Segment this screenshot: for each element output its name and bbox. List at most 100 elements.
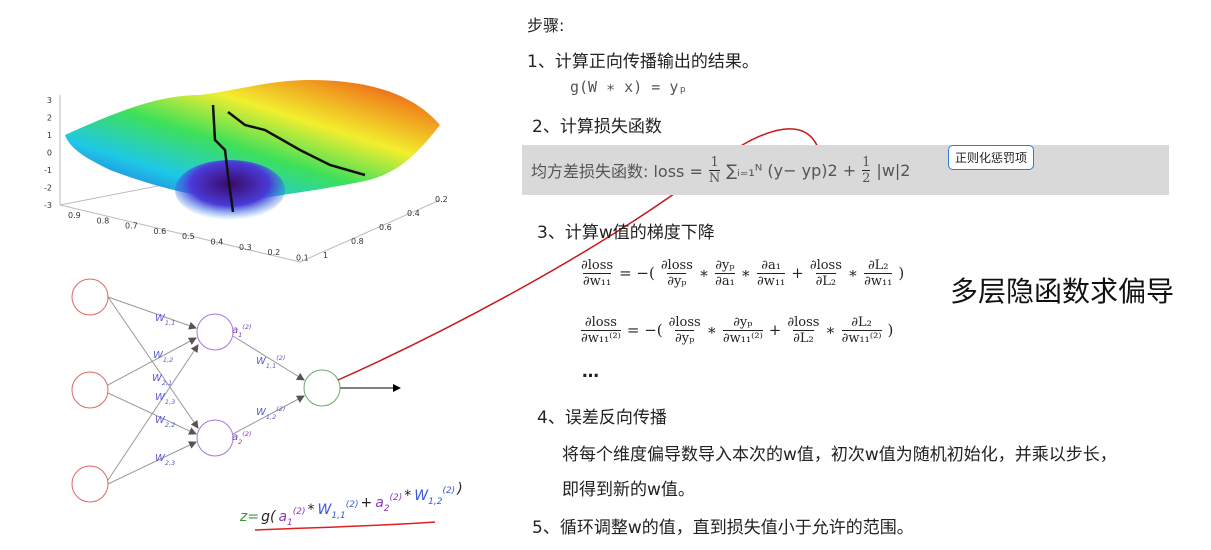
math-text: ) — [887, 320, 894, 339]
label-sup: (2) — [242, 323, 251, 331]
label-base: W — [152, 373, 163, 384]
label-base: a — [232, 325, 238, 336]
equation: ∂loss ∂w₁₁ = −(∂loss ∂yₚ ∗ ∂yₚ ∂a₁ ∗ ∂a₁ ∂w₁₁ + ∂lo… — [578, 258, 907, 289]
label-base: W — [256, 356, 267, 367]
label-sub: 1,2 — [266, 413, 276, 421]
math-text: ∗ — [698, 263, 710, 282]
math-label: W2,3 — [155, 453, 175, 467]
label-base: W — [155, 313, 166, 324]
x-tick-label: 0.5 — [182, 232, 195, 241]
label-base: a — [375, 495, 384, 511]
paragraph: 将每个维度偏导数导入本次的w值，初次w值为随机初始化，并乘以步长， — [562, 445, 1117, 465]
numerator: ∂loss — [809, 258, 842, 273]
label-sub: 1,2 — [163, 356, 173, 364]
math-text: ∑ᵢ₌₁ᴺ (y− yp)2 + — [726, 160, 857, 180]
label-sup: (2) — [276, 405, 285, 413]
math-text: ∗ — [706, 320, 717, 339]
network — [71, 278, 436, 531]
math-text: ∗ — [847, 263, 859, 282]
label-base: W — [155, 415, 166, 426]
denominator: N — [708, 169, 721, 186]
math-text: ) — [898, 263, 905, 282]
math-text: |w|2 — [876, 160, 911, 180]
x-tick-label: 0.2 — [268, 248, 281, 257]
label-sub: 2,3 — [165, 459, 175, 467]
denominator: ∂w₁₁ — [582, 273, 612, 289]
ellipsis: … — [582, 362, 599, 382]
fraction: ∂loss ∂L₂ — [810, 258, 842, 289]
formula-text: ) — [456, 481, 462, 497]
formula-text: g( — [261, 509, 276, 525]
step: 1、计算正向传播输出的结果。 — [527, 52, 759, 72]
x-tick-label: 0.4 — [211, 238, 224, 247]
formula: g(W ∗ x) = yₚ — [570, 78, 688, 96]
x-tick-label: 0.7 — [125, 222, 138, 231]
label-sub: 1 — [238, 331, 242, 339]
x-tick-label: 0.8 — [97, 216, 110, 225]
y-tick-label: 0.4 — [407, 209, 420, 218]
math-label: W1,1(2) — [256, 354, 285, 370]
label-sub: 2 — [384, 504, 390, 514]
fraction: ∂yₚ ∂a₁ — [715, 258, 735, 289]
numerator: 1 — [710, 154, 719, 170]
label-base: W — [155, 392, 166, 403]
numerator: ∂yₚ — [733, 315, 753, 330]
label-sup: (2) — [390, 493, 403, 503]
label-sup: (2) — [442, 486, 455, 496]
label-base: W — [414, 488, 429, 504]
numerator: ∂loss — [787, 315, 820, 330]
denominator: ∂L₂ — [815, 273, 837, 289]
denominator: ∂L₂ — [793, 330, 814, 346]
step: 5、循环调整w的值，直到损失值小于允许的范围。 — [532, 518, 914, 538]
math-text: ∗ — [825, 320, 836, 339]
formula-text: + — [360, 495, 372, 511]
label-base: W — [153, 350, 164, 361]
fraction: ∂L₂ ∂w₁₁⁽²⁾ — [841, 315, 882, 346]
math-label: W2,1 — [152, 373, 172, 387]
paragraph: 即得到新的w值。 — [562, 480, 695, 500]
numerator: ∂a₁ — [761, 258, 781, 273]
label-sub: 2 — [238, 438, 242, 446]
surface-plot — [59, 80, 441, 263]
z-tick-label: -2 — [44, 184, 52, 193]
math-label: a1(2) — [232, 323, 252, 339]
formula-text: * — [308, 502, 315, 518]
fraction: ∂loss ∂yₚ — [669, 315, 701, 346]
label-base: a — [232, 432, 238, 443]
z-tick-label: 2 — [47, 114, 52, 123]
z-tick-label: -3 — [44, 201, 52, 210]
fraction: ∂yₚ ∂w₁₁⁽²⁾ — [722, 315, 763, 346]
label-sup: (2) — [346, 500, 359, 510]
math-label: W1,3 — [155, 392, 175, 406]
numerator: ∂loss — [581, 258, 614, 273]
math-label: W1,2 — [153, 350, 173, 364]
numerator: ∂yₚ — [715, 258, 735, 273]
label-sub: 1,1 — [165, 319, 175, 327]
label-base: a — [278, 509, 287, 525]
label-sub: 1,3 — [165, 398, 175, 406]
callout: 正则化惩罚项 — [948, 145, 1035, 170]
nn-formula: z= g(a1(2) * W1,1(2) + a2(2) * W1,2(2)) — [239, 481, 463, 528]
math-text: + — [791, 263, 804, 282]
math-text: ∗ — [740, 263, 751, 282]
fraction: ∂a₁ ∂w₁₁ — [756, 258, 786, 289]
label-sub: 1,2 — [428, 497, 443, 507]
step: 3、计算w值的梯度下降 — [537, 223, 715, 243]
numerator: ∂loss — [660, 258, 693, 273]
y-tick-label: 0.8 — [351, 237, 364, 246]
label-sup: (2) — [293, 507, 306, 517]
step: 4、误差反向传播 — [537, 408, 667, 428]
denominator: ∂w₁₁⁽²⁾ — [841, 330, 882, 346]
numerator: ∂loss — [668, 315, 701, 330]
y-tick-label: 1 — [323, 251, 328, 260]
math-label: W1,1 — [155, 313, 175, 327]
label-sup: (2) — [276, 354, 285, 362]
numerator: ∂L₂ — [867, 258, 889, 273]
math-text: = −( — [619, 263, 655, 282]
formula-text: * — [404, 488, 411, 504]
numerator: ∂loss — [584, 315, 617, 330]
